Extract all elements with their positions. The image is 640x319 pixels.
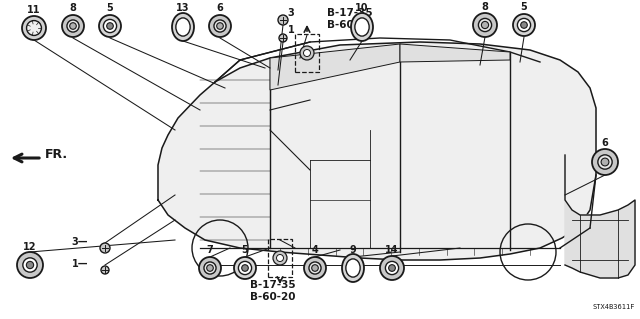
Circle shape xyxy=(273,251,287,265)
Circle shape xyxy=(521,22,527,28)
Polygon shape xyxy=(565,155,635,278)
Circle shape xyxy=(23,258,37,272)
Text: B-17-35
B-60-20: B-17-35 B-60-20 xyxy=(250,280,296,302)
Circle shape xyxy=(276,255,284,262)
Text: STX4B3611F: STX4B3611F xyxy=(593,304,635,310)
Circle shape xyxy=(592,149,618,175)
Circle shape xyxy=(385,261,399,275)
Circle shape xyxy=(517,19,531,32)
Circle shape xyxy=(22,16,46,40)
Text: 9: 9 xyxy=(349,245,356,255)
Circle shape xyxy=(101,266,109,274)
Circle shape xyxy=(104,19,116,33)
Circle shape xyxy=(214,20,226,32)
Ellipse shape xyxy=(355,18,369,36)
Circle shape xyxy=(100,243,110,253)
Circle shape xyxy=(17,252,43,278)
Bar xyxy=(268,239,292,277)
Ellipse shape xyxy=(351,13,373,41)
Circle shape xyxy=(234,257,256,279)
Text: 8: 8 xyxy=(70,3,76,13)
Circle shape xyxy=(304,257,326,279)
Circle shape xyxy=(62,15,84,37)
Circle shape xyxy=(300,46,314,60)
Circle shape xyxy=(312,265,318,271)
Circle shape xyxy=(67,20,79,32)
Text: 1—: 1— xyxy=(72,259,88,269)
Circle shape xyxy=(70,23,76,29)
Text: 12: 12 xyxy=(23,242,36,252)
Circle shape xyxy=(278,15,288,25)
Circle shape xyxy=(199,257,221,279)
Ellipse shape xyxy=(342,254,364,282)
Circle shape xyxy=(309,262,321,274)
Text: 4: 4 xyxy=(312,245,318,255)
Circle shape xyxy=(481,21,488,29)
Text: 11: 11 xyxy=(28,5,41,15)
Text: 7: 7 xyxy=(207,245,213,255)
Polygon shape xyxy=(158,42,596,260)
Circle shape xyxy=(99,15,121,37)
Circle shape xyxy=(380,256,404,280)
Text: B-17-35
B-60-20: B-17-35 B-60-20 xyxy=(327,8,372,30)
Text: 3: 3 xyxy=(287,8,294,18)
Circle shape xyxy=(209,15,231,37)
Text: FR.: FR. xyxy=(45,149,68,161)
Circle shape xyxy=(217,23,223,29)
Text: 14: 14 xyxy=(385,245,399,255)
Text: 5: 5 xyxy=(242,245,248,255)
Ellipse shape xyxy=(176,18,190,36)
Circle shape xyxy=(207,265,213,271)
Text: 5: 5 xyxy=(520,2,527,12)
Text: 5: 5 xyxy=(107,3,113,13)
Circle shape xyxy=(303,49,310,56)
Polygon shape xyxy=(270,44,400,90)
Ellipse shape xyxy=(346,259,360,277)
Text: 8: 8 xyxy=(481,2,488,12)
Text: 1: 1 xyxy=(287,25,294,35)
Circle shape xyxy=(601,158,609,166)
Circle shape xyxy=(598,155,612,169)
Polygon shape xyxy=(400,44,510,62)
Circle shape xyxy=(388,265,396,271)
Circle shape xyxy=(107,23,113,29)
Text: 3—: 3— xyxy=(72,237,88,247)
Circle shape xyxy=(239,261,252,275)
Text: 10: 10 xyxy=(355,3,369,13)
Text: 13: 13 xyxy=(176,3,189,13)
Circle shape xyxy=(27,20,42,35)
Circle shape xyxy=(204,262,216,274)
Circle shape xyxy=(26,261,34,269)
Bar xyxy=(295,34,319,72)
Circle shape xyxy=(473,13,497,37)
Text: 6: 6 xyxy=(216,3,223,13)
Circle shape xyxy=(279,34,287,42)
Circle shape xyxy=(513,14,535,36)
Circle shape xyxy=(479,19,492,32)
Circle shape xyxy=(242,265,248,271)
Text: 6: 6 xyxy=(602,138,609,148)
Ellipse shape xyxy=(172,13,194,41)
